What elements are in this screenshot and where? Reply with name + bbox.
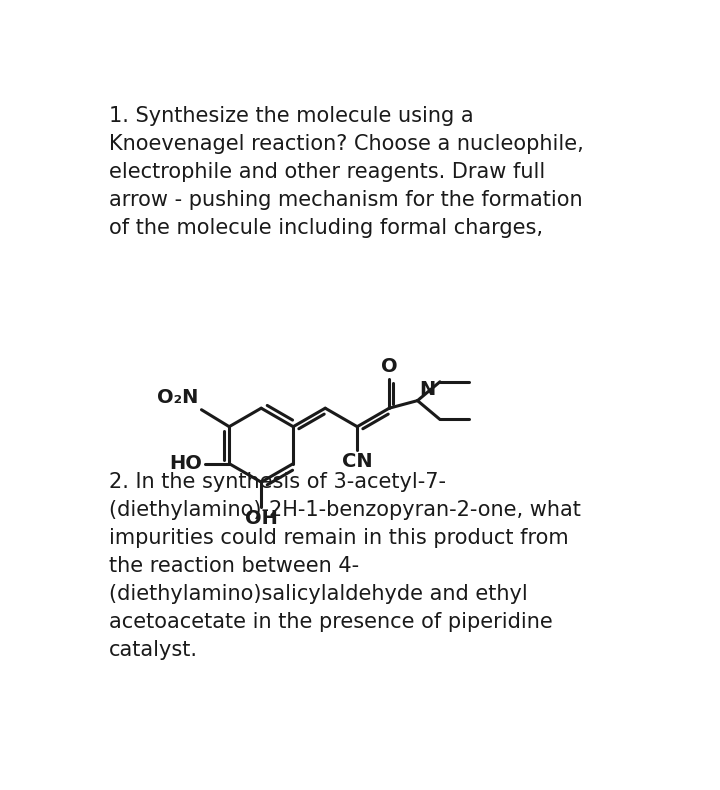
Text: CN: CN bbox=[342, 452, 372, 471]
Text: O₂N: O₂N bbox=[157, 389, 199, 408]
Text: HO: HO bbox=[169, 454, 202, 473]
Text: 1. Synthesize the molecule using a
Knoevenagel reaction? Choose a nucleophile,
e: 1. Synthesize the molecule using a Knoev… bbox=[109, 107, 583, 239]
Text: O: O bbox=[381, 357, 397, 376]
Text: OH: OH bbox=[245, 509, 278, 528]
Text: 2. In the synthesis of 3-acetyl-7-
(diethylamino)-2H-1-benzopyran-2-one, what
im: 2. In the synthesis of 3-acetyl-7- (diet… bbox=[109, 472, 580, 660]
Text: N: N bbox=[419, 380, 436, 399]
